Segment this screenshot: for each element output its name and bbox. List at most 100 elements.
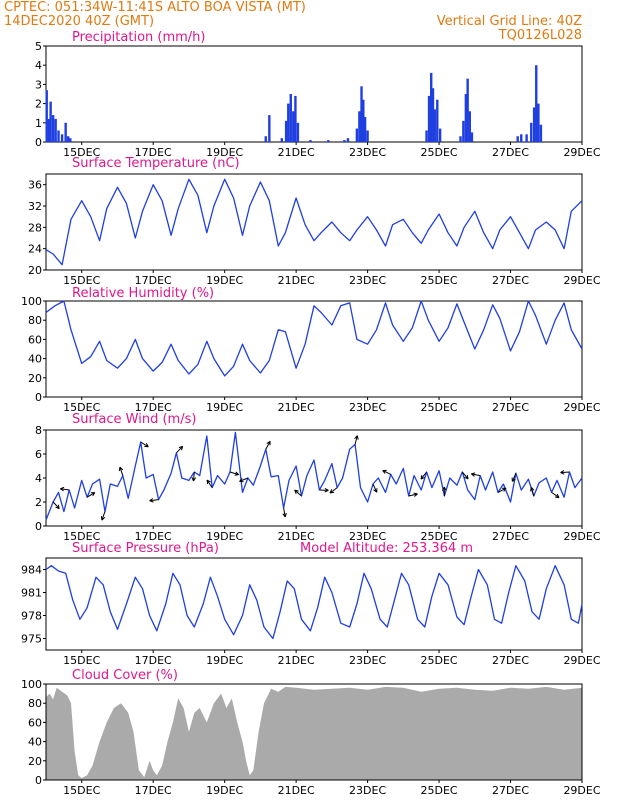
precip-frame (45, 45, 583, 143)
wind-arrow-head (266, 440, 271, 446)
precip-ytick-label: 0 (35, 136, 42, 149)
precip-bar (57, 130, 60, 142)
cloud-panel: 0 20 40 60 80 100 15DEC 17DEC 19DEC 21DEC 23DEC 25D… (21, 678, 601, 797)
wind-arrow-head (502, 487, 507, 492)
precip-bar (537, 103, 540, 142)
humidity-ytick-label: 0 (35, 391, 42, 404)
wind-arrow-head (60, 486, 65, 492)
wind-arrow (149, 499, 159, 502)
precip-bar (289, 94, 292, 142)
wind-arrow-head (149, 498, 154, 503)
precip-bar (539, 124, 543, 142)
wind-arrow-head (530, 486, 535, 492)
cloud-area (46, 686, 582, 780)
precip-bar (292, 111, 295, 142)
humidity-date-label: 15DEC (63, 401, 100, 414)
humidity-ytick-label: 60 (28, 333, 42, 346)
wind-arrow (382, 470, 392, 475)
wind-arrow (176, 445, 184, 454)
wind-ytick-label: 8 (35, 424, 42, 437)
precip-date-label: 17DEC (135, 146, 172, 159)
cloud-ytick-label: 0 (35, 774, 42, 787)
pressure-date-label: 27DEC (492, 654, 529, 667)
precip-bar (309, 140, 312, 142)
precip-date-label: 15DEC (63, 146, 100, 159)
wind-ytick-label: 6 (35, 448, 42, 461)
cloud-date-label: 21DEC (278, 784, 315, 797)
cloud-date-label: 19DEC (206, 784, 243, 797)
wind-arrow (140, 441, 149, 448)
humidity-date-label: 29DEC (563, 401, 600, 414)
pressure-title: Surface Pressure (hPa) (72, 541, 219, 556)
pressure-date-label: 29DEC (563, 654, 600, 667)
wind-arrow (551, 491, 560, 498)
wind-date-label: 21DEC (278, 530, 315, 543)
precip-bar (535, 65, 538, 142)
wind-arrow (471, 473, 481, 477)
wind-arrow (329, 487, 338, 494)
cloud-date-label: 17DEC (135, 784, 172, 797)
wind-arrow-head (354, 435, 359, 440)
cloud-date-label: 27DEC (492, 784, 529, 797)
precip-ytick-label: 2 (35, 98, 42, 111)
temp-line (45, 178, 583, 266)
precip-bar (433, 109, 436, 142)
wind-arrow-head (471, 472, 476, 477)
wind-arrow-head (413, 492, 418, 497)
pressure-line (45, 565, 583, 640)
cloud-date-label: 25DEC (421, 784, 458, 797)
precip-bar (284, 120, 288, 142)
cloud-frame-overlay (45, 683, 583, 781)
precip-bar (363, 117, 367, 142)
pressure-date-label: 15DEC (63, 654, 100, 667)
precip-date-label: 25DEC (421, 146, 458, 159)
temp-date-label: 25DEC (421, 274, 458, 287)
precip-bar (60, 134, 64, 142)
cloud-title: Cloud Cover (%) (72, 668, 178, 683)
precip-bar (464, 94, 468, 142)
precip-bar (268, 115, 271, 142)
wind-arrow (530, 487, 535, 497)
temp-date-label: 15DEC (63, 274, 100, 287)
humidity-date-label: 17DEC (135, 401, 172, 414)
precip-bar (280, 138, 284, 142)
precip-bar (346, 138, 350, 142)
wind-ytick-label: 0 (35, 520, 42, 533)
temp-frame (45, 173, 583, 271)
header-model: TQ0126L028 (498, 28, 582, 43)
humidity-date-label: 27DEC (492, 401, 529, 414)
header-date: 14DEC2020 40Z (GMT) (4, 14, 154, 29)
wind-arrow (229, 471, 239, 476)
humidity-frame (45, 300, 583, 398)
wind-arrow (239, 477, 249, 482)
wind-ytick-label: 4 (35, 472, 42, 485)
pressure-date-label: 23DEC (349, 654, 386, 667)
temp-ytick-label: 32 (28, 200, 42, 213)
precip-bar (520, 134, 523, 142)
temp-date-label: 29DEC (563, 274, 600, 287)
wind-arrow-head (464, 474, 469, 480)
cloud-ytick-label: 20 (28, 755, 42, 768)
header-station: CPTEC: 051:34W-11:41S ALTO BOA VISTA (MT… (4, 0, 306, 15)
wind-date-label: 15DEC (63, 530, 100, 543)
precip-bar (459, 136, 462, 142)
precip-bar (287, 103, 290, 142)
precip-bar (360, 86, 363, 142)
wind-arrow (294, 489, 302, 497)
precip-bar (45, 90, 48, 142)
wind-arrow (206, 479, 213, 488)
wind-arrow-head (55, 504, 60, 510)
precip-bar (462, 120, 465, 142)
cloud-date-label: 23DEC (349, 784, 386, 797)
wind-arrow-head (554, 493, 560, 499)
wind-arrow (119, 466, 124, 476)
temp-date-label: 17DEC (135, 274, 172, 287)
wind-arrow (52, 501, 60, 509)
cloud-ytick-label: 80 (28, 697, 42, 710)
temp-ytick-label: 36 (28, 179, 42, 192)
cloud-date-label: 15DEC (63, 784, 100, 797)
precip-bar (362, 99, 365, 142)
pressure-altitude: Model Altitude: 253.364 m (300, 541, 473, 556)
wind-arrow-head (511, 477, 516, 482)
precip-bar (366, 130, 369, 142)
